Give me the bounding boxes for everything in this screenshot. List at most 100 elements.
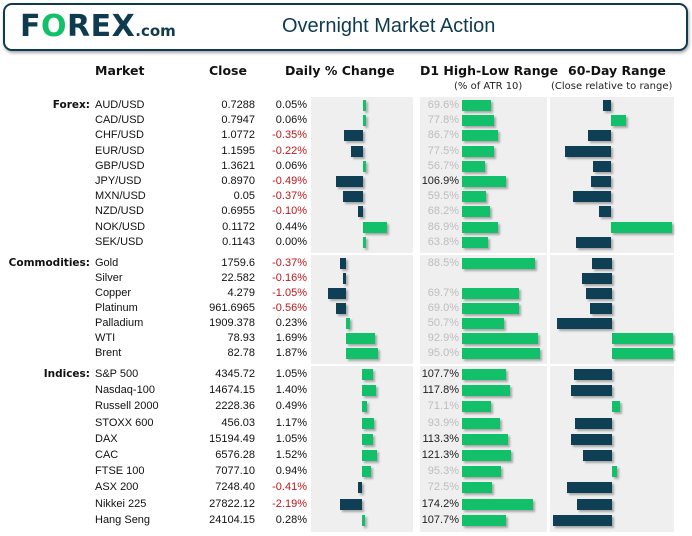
- d1-range-value: 59.5%: [427, 190, 459, 203]
- range60-bar: [598, 206, 611, 218]
- d1-range-value: 121.3%: [421, 449, 459, 461]
- d1-range-bar: [462, 369, 506, 380]
- d1-range-bar: [462, 401, 491, 413]
- market-name: Platinum: [95, 302, 138, 314]
- d1-range-bar: [462, 236, 489, 248]
- daily-change-value: 0.23%: [275, 317, 307, 329]
- market-name: DAX: [95, 432, 118, 445]
- close-value: 14674.15: [209, 384, 255, 397]
- market-name: SEK/USD: [95, 235, 144, 248]
- market-name: FTSE 100: [95, 465, 145, 478]
- daily-change-value: 1.17%: [275, 416, 307, 429]
- daily-change-value: 0.28%: [275, 513, 307, 526]
- d1-range-bar: [462, 466, 501, 478]
- d1-range-bar: [462, 482, 492, 494]
- daily-change-value: -0.37%: [272, 190, 307, 203]
- range60-panel: [550, 255, 674, 364]
- range60-bar: [603, 100, 611, 111]
- market-name: JPY/USD: [95, 175, 142, 187]
- d1-range-value: 95.3%: [427, 465, 459, 478]
- close-value: 7248.40: [215, 481, 255, 494]
- range60-bar: [582, 273, 612, 284]
- daily-change-bar: [362, 417, 374, 429]
- close-value: 82.78: [227, 347, 255, 359]
- page-title: Overnight Market Action: [282, 15, 496, 37]
- d1-range-bar: [462, 115, 495, 127]
- range60-bar: [553, 514, 612, 526]
- daily-change-bar: [363, 160, 367, 172]
- d1-range-value: 68.2%: [427, 205, 459, 218]
- close-value: 7077.10: [215, 465, 255, 478]
- col-market-header: Market: [95, 63, 145, 78]
- close-value: 0.7288: [221, 99, 255, 111]
- close-value: 2228.36: [215, 400, 255, 413]
- market-name: Hang Seng: [95, 513, 151, 526]
- daily-change-value: 1.69%: [275, 332, 307, 344]
- d1-range-bar: [462, 258, 535, 269]
- close-value: 6576.28: [215, 449, 255, 461]
- range60-bar: [612, 466, 618, 478]
- market-name: CAD/USD: [95, 114, 145, 127]
- market-name: NZD/USD: [95, 205, 144, 218]
- range60-bar: [570, 433, 612, 445]
- col-close-header: Close: [209, 63, 247, 78]
- market-name: Silver: [95, 272, 123, 284]
- close-value: 0.6955: [221, 205, 255, 218]
- daily-change-value: 1.05%: [275, 432, 307, 445]
- close-value: 0.7947: [221, 114, 255, 127]
- logo-com: .com: [135, 22, 176, 40]
- market-name: STOXX 600: [95, 416, 154, 429]
- daily-change-bar: [346, 348, 378, 359]
- daily-change-value: 0.94%: [275, 465, 307, 478]
- daily-change-bar: [363, 236, 366, 248]
- daily-change-value: 1.40%: [275, 384, 307, 397]
- range60-bar: [612, 348, 673, 359]
- market-name: MXN/USD: [95, 190, 146, 203]
- market-name: ASX 200: [95, 481, 139, 494]
- market-name: Nasdaq-100: [95, 384, 155, 397]
- daily-change-value: 0.00%: [275, 235, 307, 248]
- logo-f: F: [20, 9, 41, 44]
- d1-range-value: 72.5%: [427, 481, 459, 494]
- d1-range-bar: [462, 288, 520, 299]
- d1-range-bar: [462, 333, 539, 344]
- d1-range-bar: [462, 191, 487, 203]
- d1-range-value: 50.7%: [427, 317, 459, 329]
- range60-bar: [591, 258, 612, 269]
- logo-o: O: [41, 9, 68, 44]
- d1-range-bar: [462, 450, 512, 461]
- daily-change-value: 0.05%: [275, 99, 307, 111]
- col-d1-range-subheader: (% of ATR 10): [454, 81, 523, 92]
- market-name: Brent: [95, 347, 122, 359]
- forex-logo: FOREX.com: [20, 9, 176, 49]
- d1-range-value: 107.7%: [421, 513, 459, 526]
- daily-change-bar: [362, 401, 367, 413]
- group-label: Indices:: [43, 368, 90, 380]
- daily-change-bar: [362, 466, 372, 478]
- d1-range-bar: [462, 348, 540, 359]
- daily-change-bar: [340, 498, 362, 510]
- range60-bar: [577, 498, 612, 510]
- daily-change-bar: [336, 176, 363, 187]
- range60-bar: [564, 145, 611, 157]
- range60-bar: [567, 482, 612, 494]
- daily-change-bar: [363, 100, 366, 111]
- close-value: 0.1143: [222, 235, 255, 248]
- d1-range-bar: [462, 100, 491, 111]
- daily-change-bar: [343, 130, 363, 142]
- daily-change-bar: [362, 385, 376, 397]
- d1-range-bar: [462, 303, 519, 314]
- d1-range-value: 86.9%: [427, 220, 459, 233]
- d1-range-value: 71.1%: [427, 400, 459, 413]
- close-value: 1909.378: [209, 317, 255, 329]
- daily-change-value: 0.06%: [275, 114, 307, 127]
- close-value: 0.1172: [222, 220, 255, 233]
- daily-change-value: -0.37%: [272, 257, 307, 269]
- daily-change-bar: [362, 369, 373, 380]
- daily-change-value: -0.10%: [272, 205, 307, 218]
- daily-change-value: -0.56%: [272, 302, 307, 314]
- range60-bar: [572, 191, 611, 203]
- range60-bar: [611, 115, 627, 127]
- market-name: Gold: [95, 257, 119, 269]
- d1-range-bar: [462, 145, 494, 157]
